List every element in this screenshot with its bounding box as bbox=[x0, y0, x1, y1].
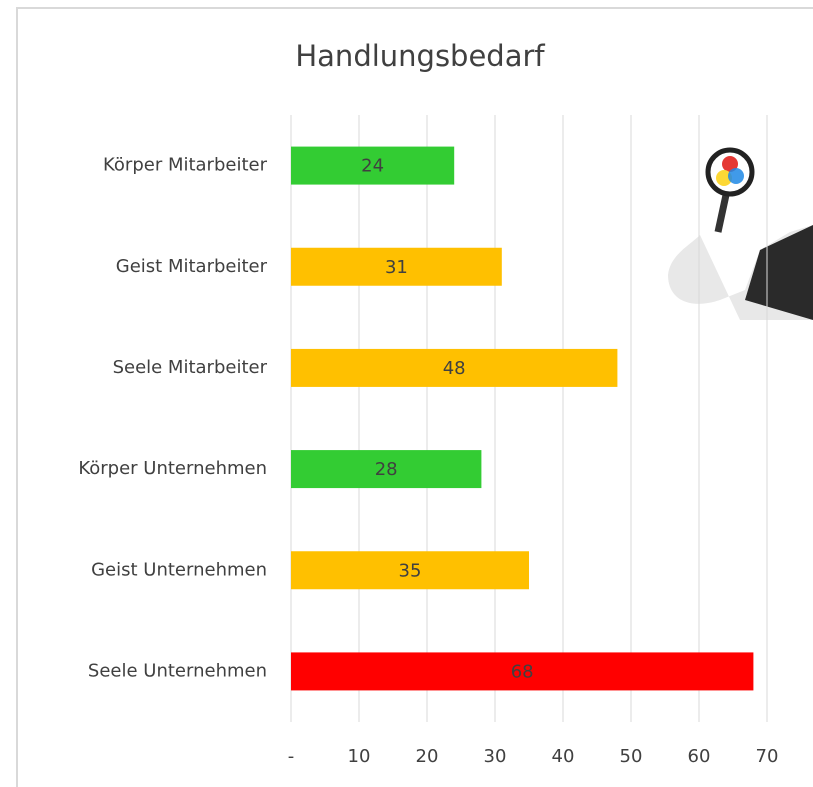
y-tick-label: Körper Unternehmen bbox=[78, 458, 267, 479]
x-tick-label: - bbox=[288, 746, 295, 767]
y-tick-label: Geist Unternehmen bbox=[91, 559, 267, 580]
y-tick-label: Körper Mitarbeiter bbox=[103, 155, 268, 176]
x-tick-label: 70 bbox=[756, 746, 779, 767]
data-label: 48 bbox=[443, 358, 466, 379]
data-label: 68 bbox=[511, 661, 534, 682]
data-label: 28 bbox=[375, 459, 398, 480]
x-tick-label: 10 bbox=[348, 746, 371, 767]
chart: Handlungsbedarf - 10 20 30 40 50 60 70 Körper Mi… bbox=[0, 0, 813, 787]
y-tick-label: Seele Mitarbeiter bbox=[113, 357, 268, 378]
y-tick-label: Seele Unternehmen bbox=[88, 660, 267, 681]
x-tick-label: 50 bbox=[620, 746, 643, 767]
x-tick-label: 30 bbox=[484, 746, 507, 767]
data-label: 24 bbox=[361, 156, 384, 177]
y-tick-label: Geist Mitarbeiter bbox=[116, 256, 268, 277]
x-tick-label: 60 bbox=[688, 746, 711, 767]
x-tick-label: 40 bbox=[552, 746, 575, 767]
dot bbox=[728, 168, 744, 184]
data-label: 31 bbox=[385, 257, 408, 278]
data-label: 35 bbox=[399, 560, 422, 581]
chart-title: Handlungsbedarf bbox=[295, 39, 545, 73]
x-tick-label: 20 bbox=[416, 746, 439, 767]
